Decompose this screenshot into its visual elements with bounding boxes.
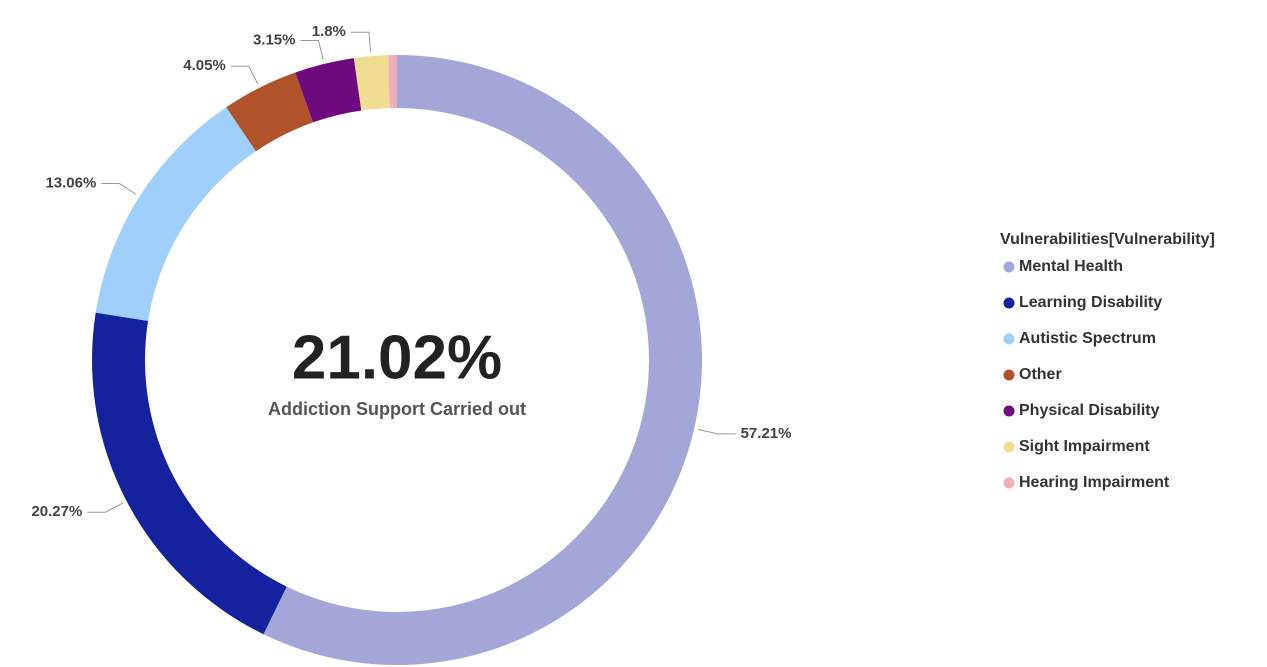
data-label: 57.21% — [741, 425, 792, 442]
data-label: 3.15% — [253, 31, 296, 48]
data-label: 20.27% — [31, 503, 82, 520]
leader-line — [350, 31, 372, 53]
legend-marker — [1003, 477, 1015, 489]
legend-label: Physical Disability — [1019, 402, 1160, 419]
leader-line — [87, 502, 124, 513]
data-label: 4.05% — [183, 57, 226, 74]
legend-marker — [1003, 441, 1015, 453]
leader-line — [300, 40, 324, 61]
leader-line — [101, 183, 137, 195]
donut-slice — [91, 312, 287, 635]
donut-slice — [295, 58, 362, 123]
legend-title: Vulnerabilities[Vulnerability] — [1000, 231, 1215, 248]
donut-slice — [388, 55, 397, 109]
legend-label: Mental Health — [1019, 258, 1123, 275]
data-label: 13.06% — [45, 175, 96, 192]
legend-label: Autistic Spectrum — [1019, 330, 1156, 347]
legend-marker — [1003, 405, 1015, 417]
donut-slice — [95, 107, 256, 321]
donut-slice — [353, 55, 390, 111]
donut-slice — [226, 72, 313, 152]
legend-label: Hearing Impairment — [1019, 474, 1170, 491]
legend-label: Other — [1019, 366, 1062, 383]
donut-slice — [263, 55, 702, 665]
legend-marker — [1003, 261, 1015, 273]
legend-label: Learning Disability — [1019, 294, 1162, 311]
legend-marker — [1003, 333, 1015, 345]
center-value: 21.02% — [292, 323, 502, 392]
center-label: Addiction Support Carried out — [268, 399, 526, 419]
leader-line — [697, 428, 736, 435]
legend-marker — [1003, 297, 1015, 309]
legend-marker — [1003, 369, 1015, 381]
data-label: 1.8% — [312, 23, 346, 40]
legend-label: Sight Impairment — [1019, 438, 1150, 455]
leader-line — [230, 65, 259, 85]
